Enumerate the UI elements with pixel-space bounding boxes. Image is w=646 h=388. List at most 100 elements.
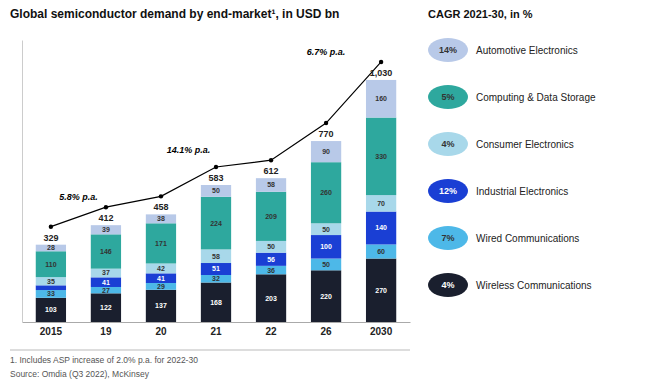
bar [201, 249, 231, 263]
x-tick: 2015 [40, 326, 63, 337]
legend-cagr: 7% [441, 233, 454, 243]
bar [36, 298, 66, 322]
legend-swatch [428, 85, 468, 109]
data-label: 42 [157, 265, 165, 272]
data-label: 203 [265, 295, 277, 302]
chart: Global semiconductor demand by end-marke… [0, 0, 646, 388]
data-label: 56 [267, 256, 275, 263]
x-tick: 26 [321, 326, 333, 337]
data-label: 27 [102, 287, 110, 294]
data-label: 38 [157, 215, 165, 222]
data-label: 110 [45, 261, 56, 268]
x-tick-label: 21 [210, 326, 222, 337]
footnote: Source: Omdia (Q3 2022), McKinsey [10, 369, 150, 379]
data-label: 220 [320, 293, 332, 300]
bar [36, 251, 66, 277]
bar [311, 235, 341, 258]
total-label: 329 [43, 233, 58, 243]
annotation: 6.7% p.a. [307, 47, 346, 57]
legend-cagr: 12% [439, 186, 457, 196]
bar [201, 197, 231, 250]
bar [311, 141, 341, 162]
total-label: 458 [153, 202, 168, 212]
bar [146, 214, 176, 223]
x-tick-label: 20 [155, 326, 167, 337]
bar [91, 287, 121, 293]
total-label: 770 [319, 129, 334, 139]
bar [311, 259, 341, 271]
data-label: 137 [155, 302, 167, 309]
legend-cagr: 5% [441, 92, 454, 102]
growth-point [159, 194, 163, 198]
bar [311, 223, 341, 235]
legend-item: 4%Wireless Communications [428, 273, 592, 297]
data-label: 41 [157, 275, 165, 282]
total-label: 612 [264, 166, 279, 176]
bar [36, 245, 66, 252]
data-label: 160 [375, 95, 387, 102]
labels: 1031221371682032202703327293236506041415… [43, 47, 392, 313]
y-axis [22, 41, 23, 323]
bar [91, 293, 121, 322]
legend-swatch [428, 179, 468, 203]
data-label: 260 [320, 189, 332, 196]
bar-series [36, 118, 396, 278]
bar [36, 277, 66, 285]
legend-item: 14%Automotive Electronics [428, 38, 578, 62]
data-label: 41 [102, 279, 110, 286]
data-label: 37 [102, 269, 110, 276]
legend-item: 5%Computing & Data Storage [428, 85, 596, 109]
bar [201, 283, 231, 322]
bar [366, 259, 396, 322]
data-label: 50 [212, 187, 220, 194]
data-label: 35 [47, 278, 55, 285]
bar [91, 234, 121, 268]
bar [311, 162, 341, 223]
growth-point [269, 158, 273, 162]
annotation: 5.8% p.a. [59, 192, 98, 202]
data-label: 168 [210, 299, 222, 306]
data-label: 146 [100, 248, 112, 255]
bar [146, 273, 176, 283]
data-label: 51 [212, 265, 220, 272]
data-label: 39 [102, 226, 110, 233]
x-tick-label: 2030 [370, 326, 393, 337]
legend-item: 7%Wired Communications [428, 226, 579, 250]
x-tick: 22 [265, 326, 277, 337]
data-label: 209 [265, 213, 277, 220]
footnote: 1. Includes ASP increase of 2.0% p.a. fo… [10, 355, 198, 365]
growth-line [51, 62, 381, 227]
x-tick: 2030 [370, 326, 393, 337]
data-label: 140 [375, 224, 387, 231]
legend-title: CAGR 2021-30, in % [428, 8, 533, 20]
total-label: 412 [98, 213, 113, 223]
growth-point [379, 60, 383, 64]
bar [311, 270, 341, 322]
bar [366, 195, 396, 211]
legend: CAGR 2021-30, in % 14%Automotive Electron… [428, 8, 596, 297]
bar [201, 185, 231, 197]
data-label: 58 [212, 253, 220, 260]
bar-series [36, 244, 396, 297]
data-label: 103 [45, 306, 57, 313]
total-label: 583 [208, 173, 223, 183]
data-label: 33 [47, 290, 55, 297]
legend-swatch [428, 38, 468, 62]
bar [256, 266, 286, 274]
legend-cagr: 14% [439, 45, 457, 55]
annotation: 14.1% p.a. [167, 145, 211, 155]
data-label: 60 [377, 248, 385, 255]
data-label: 90 [322, 148, 330, 155]
bar [91, 269, 121, 278]
data-label: 32 [212, 275, 220, 282]
x-tick-label: 22 [265, 326, 277, 337]
bar [91, 225, 121, 234]
data-label: 122 [100, 304, 112, 311]
growth-point [49, 224, 53, 228]
legend-swatch [428, 226, 468, 250]
x-axis-line [23, 322, 411, 323]
bar-series [36, 259, 396, 322]
plot-area [36, 60, 396, 322]
bar [256, 253, 286, 266]
legend-label: Wireless Communications [476, 280, 592, 291]
